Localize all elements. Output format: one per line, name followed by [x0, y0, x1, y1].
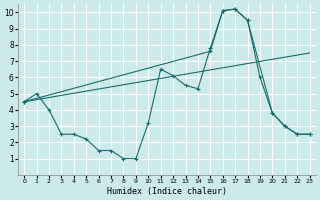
X-axis label: Humidex (Indice chaleur): Humidex (Indice chaleur)	[107, 187, 227, 196]
